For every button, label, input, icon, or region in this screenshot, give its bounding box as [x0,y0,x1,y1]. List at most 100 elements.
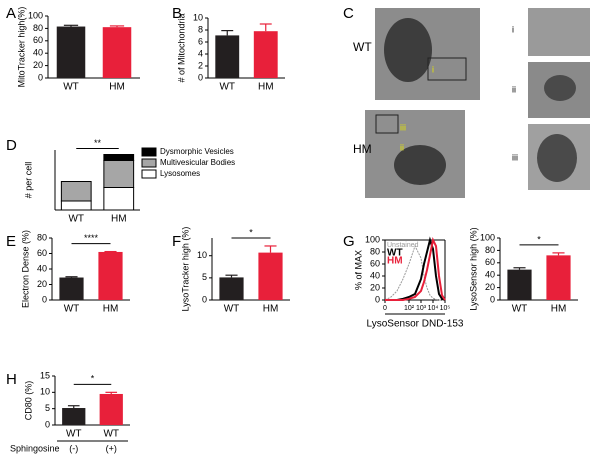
y-axis-label: # per cell [23,162,33,199]
y-tick-label: 100 [480,232,495,242]
legend-label: HM [387,256,403,267]
x-tick-label: 10⁵ [440,305,451,312]
y-tick-label: 0 [490,294,495,304]
bar-segment [60,181,92,202]
group-label: HM [353,142,372,156]
bar [546,255,571,300]
x-tick-label: 10² [404,305,415,312]
inset-box [375,114,399,134]
inset-label: ii [512,84,516,94]
y-tick-label: 8 [198,24,203,34]
y-tick-label: 60 [37,248,47,258]
y-tick-label: 80 [485,245,495,255]
bar [102,27,132,78]
y-tick-label: 20 [370,282,380,292]
x-tick-label: 10³ [416,305,427,312]
inset-image [528,8,590,56]
bar [99,393,123,425]
bar [507,269,532,300]
y-tick-label: 4 [198,48,203,58]
x-tick-label: WT [68,214,84,225]
inset-label: iii [512,152,518,162]
y-axis-label: LysoTracker high (%) [180,227,190,312]
y-tick-label: 0 [45,419,50,429]
x-tick-label: WT [219,82,235,93]
bar [59,277,84,300]
group-value: (+) [106,443,117,453]
panel-letter: A [6,5,16,22]
significance-label: ** [94,138,102,148]
y-axis-label: # of Mitochondria [176,13,186,82]
y-tick-label: 5 [202,272,207,282]
bar-segment [60,200,92,211]
y-tick-label: 20 [37,279,47,289]
panel-letter: G [343,233,355,250]
y-tick-label: 0 [42,294,47,304]
y-tick-label: 2 [198,60,203,70]
x-tick-label: WT [63,82,79,93]
group-value: (-) [69,443,78,453]
organelle [544,75,576,101]
y-tick-label: 0 [38,72,43,82]
inset-label: iii [400,122,406,132]
y-tick-label: 10 [193,12,203,22]
bar [98,251,123,300]
panel-letter: D [6,137,17,154]
y-tick-label: 40 [370,270,380,280]
panel-letter: F [172,233,181,250]
nucleus [384,18,432,82]
bar [56,26,86,78]
bar [258,252,283,300]
bar-segment [103,160,135,188]
y-tick-label: 60 [33,35,43,45]
x-tick-label: HM [103,304,119,315]
x-tick-label: WT [224,304,240,315]
y-tick-label: 0 [198,72,203,82]
panel-letter: C [343,5,354,22]
panel-letter: E [6,233,16,250]
histogram-line [385,236,446,301]
x-tick-label: HM [258,82,274,93]
y-axis-label: LysoSensor high (%) [468,227,478,310]
inset-box [427,57,467,81]
micrograph-panel: C i iii ii WT HM i ii iii [343,5,590,198]
bar-segment [103,187,135,211]
bar-segment [103,154,135,161]
inset-label: ii [400,142,404,152]
y-tick-label: 5 [45,403,50,413]
group-label: WT [353,40,372,54]
y-tick-label: 60 [485,257,495,267]
bar [62,408,86,425]
y-tick-label: 80 [37,232,47,242]
x-axis-label: LysoSensor DND-153 [367,319,464,330]
legend-swatch [141,147,157,157]
y-tick-label: 40 [37,263,47,273]
nucleus [394,145,446,185]
significance-label: * [537,234,541,244]
x-tick-label: WT [512,304,528,315]
significance-label: * [91,374,95,384]
y-tick-label: 0 [375,294,380,304]
y-tick-label: 100 [28,10,43,20]
legend-label: Multivesicular Bodies [160,158,235,167]
y-tick-label: 15 [40,370,50,380]
legend-swatch [141,158,157,168]
y-tick-label: 40 [485,270,495,280]
group-label: Sphingosine [10,443,60,453]
y-tick-label: 10 [197,250,207,260]
significance-label: * [249,227,253,237]
y-tick-label: 20 [33,60,43,70]
histogram-line [384,244,445,301]
x-tick-label: 0 [383,305,387,312]
bar [219,277,244,300]
x-tick-label: HM [111,214,127,225]
y-tick-label: 80 [33,23,43,33]
legend-swatch [141,169,157,179]
x-tick-label: 10⁴ [428,305,439,312]
x-tick-label: HM [109,82,125,93]
y-tick-label: 6 [198,36,203,46]
significance-label: **** [84,233,99,243]
legend-label: WT [387,248,403,259]
y-tick-label: 10 [40,387,50,397]
